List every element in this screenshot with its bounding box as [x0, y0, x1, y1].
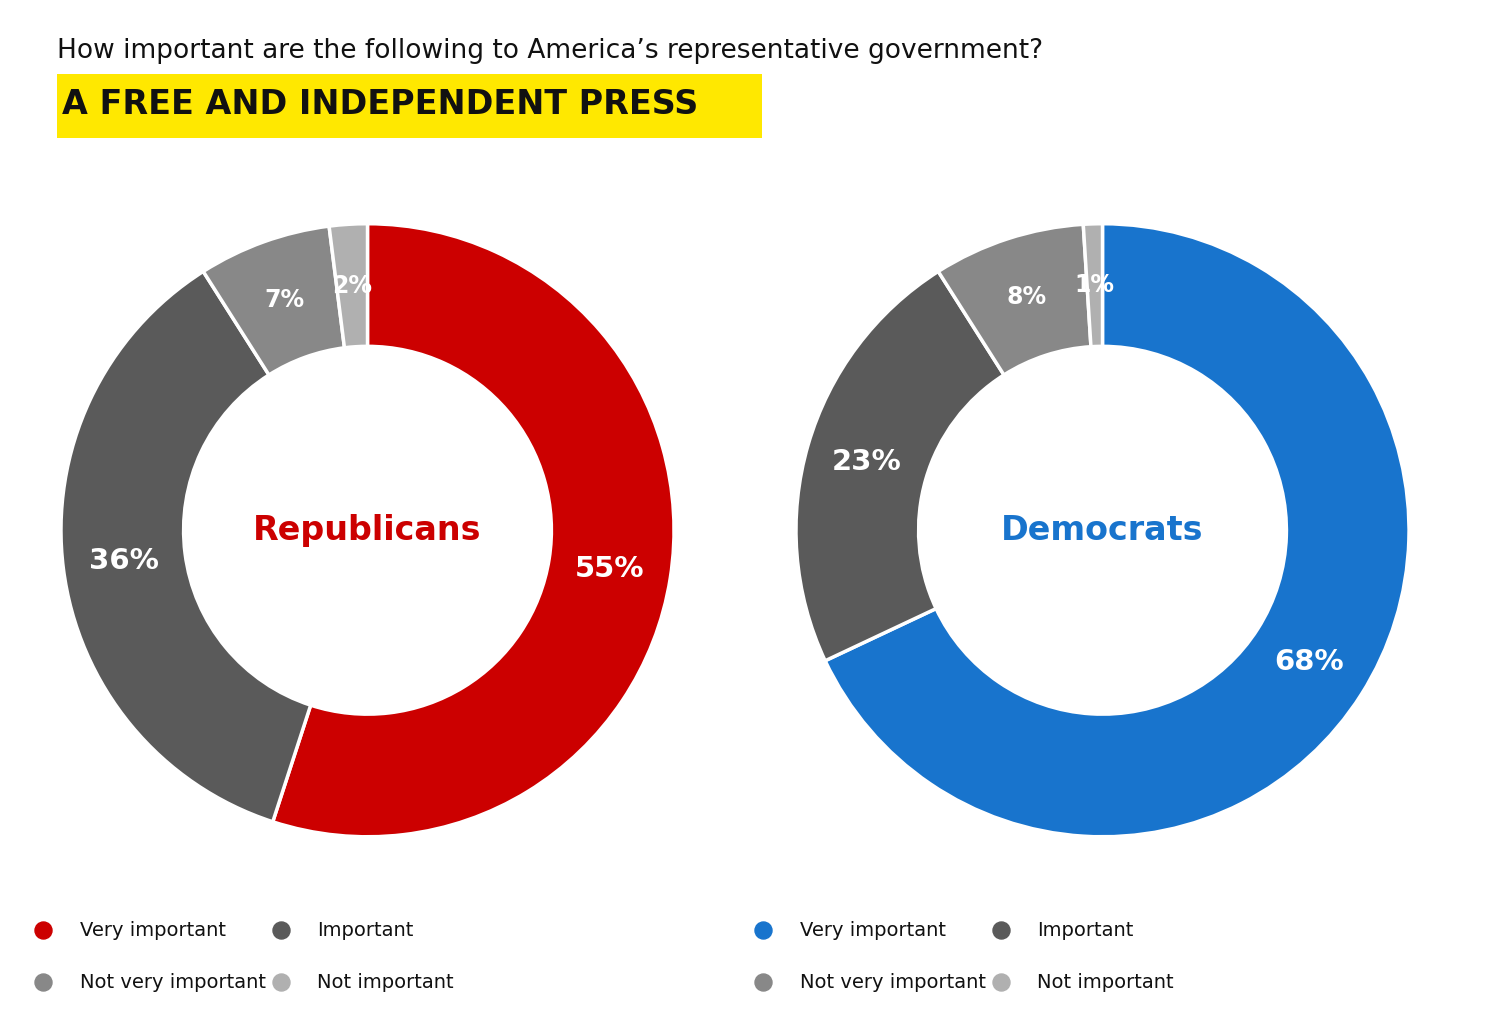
Text: Democrats: Democrats [1002, 514, 1203, 546]
Wedge shape [62, 272, 310, 822]
Text: Not very important: Not very important [80, 973, 266, 992]
Text: 2%: 2% [332, 274, 372, 298]
Text: 36%: 36% [90, 547, 159, 575]
Text: Not important: Not important [316, 973, 453, 992]
Wedge shape [825, 224, 1408, 836]
Wedge shape [1083, 224, 1102, 346]
Point [752, 922, 776, 938]
Point [268, 974, 292, 990]
Point [268, 922, 292, 938]
Wedge shape [328, 224, 368, 347]
FancyBboxPatch shape [57, 75, 762, 137]
Text: 55%: 55% [574, 554, 645, 583]
Text: Not important: Not important [1036, 973, 1173, 992]
Text: Very important: Very important [80, 920, 225, 939]
Text: 68%: 68% [1275, 647, 1344, 676]
Wedge shape [204, 226, 345, 375]
Point [988, 922, 1012, 938]
Text: 7%: 7% [264, 288, 305, 311]
Wedge shape [796, 272, 1004, 661]
Point [32, 922, 56, 938]
Text: How important are the following to America’s representative government?: How important are the following to Ameri… [57, 38, 1042, 65]
Wedge shape [939, 224, 1090, 375]
Text: Important: Important [316, 920, 414, 939]
Point [988, 974, 1012, 990]
Text: A FREE AND INDEPENDENT PRESS: A FREE AND INDEPENDENT PRESS [62, 88, 698, 121]
Wedge shape [273, 224, 674, 836]
Text: 8%: 8% [1007, 285, 1047, 309]
Text: Not very important: Not very important [800, 973, 986, 992]
Text: Important: Important [1036, 920, 1134, 939]
Text: Republicans: Republicans [254, 514, 482, 546]
Text: 1%: 1% [1076, 273, 1114, 297]
Text: 23%: 23% [833, 447, 902, 476]
Point [752, 974, 776, 990]
Point [32, 974, 56, 990]
Text: Very important: Very important [800, 920, 945, 939]
